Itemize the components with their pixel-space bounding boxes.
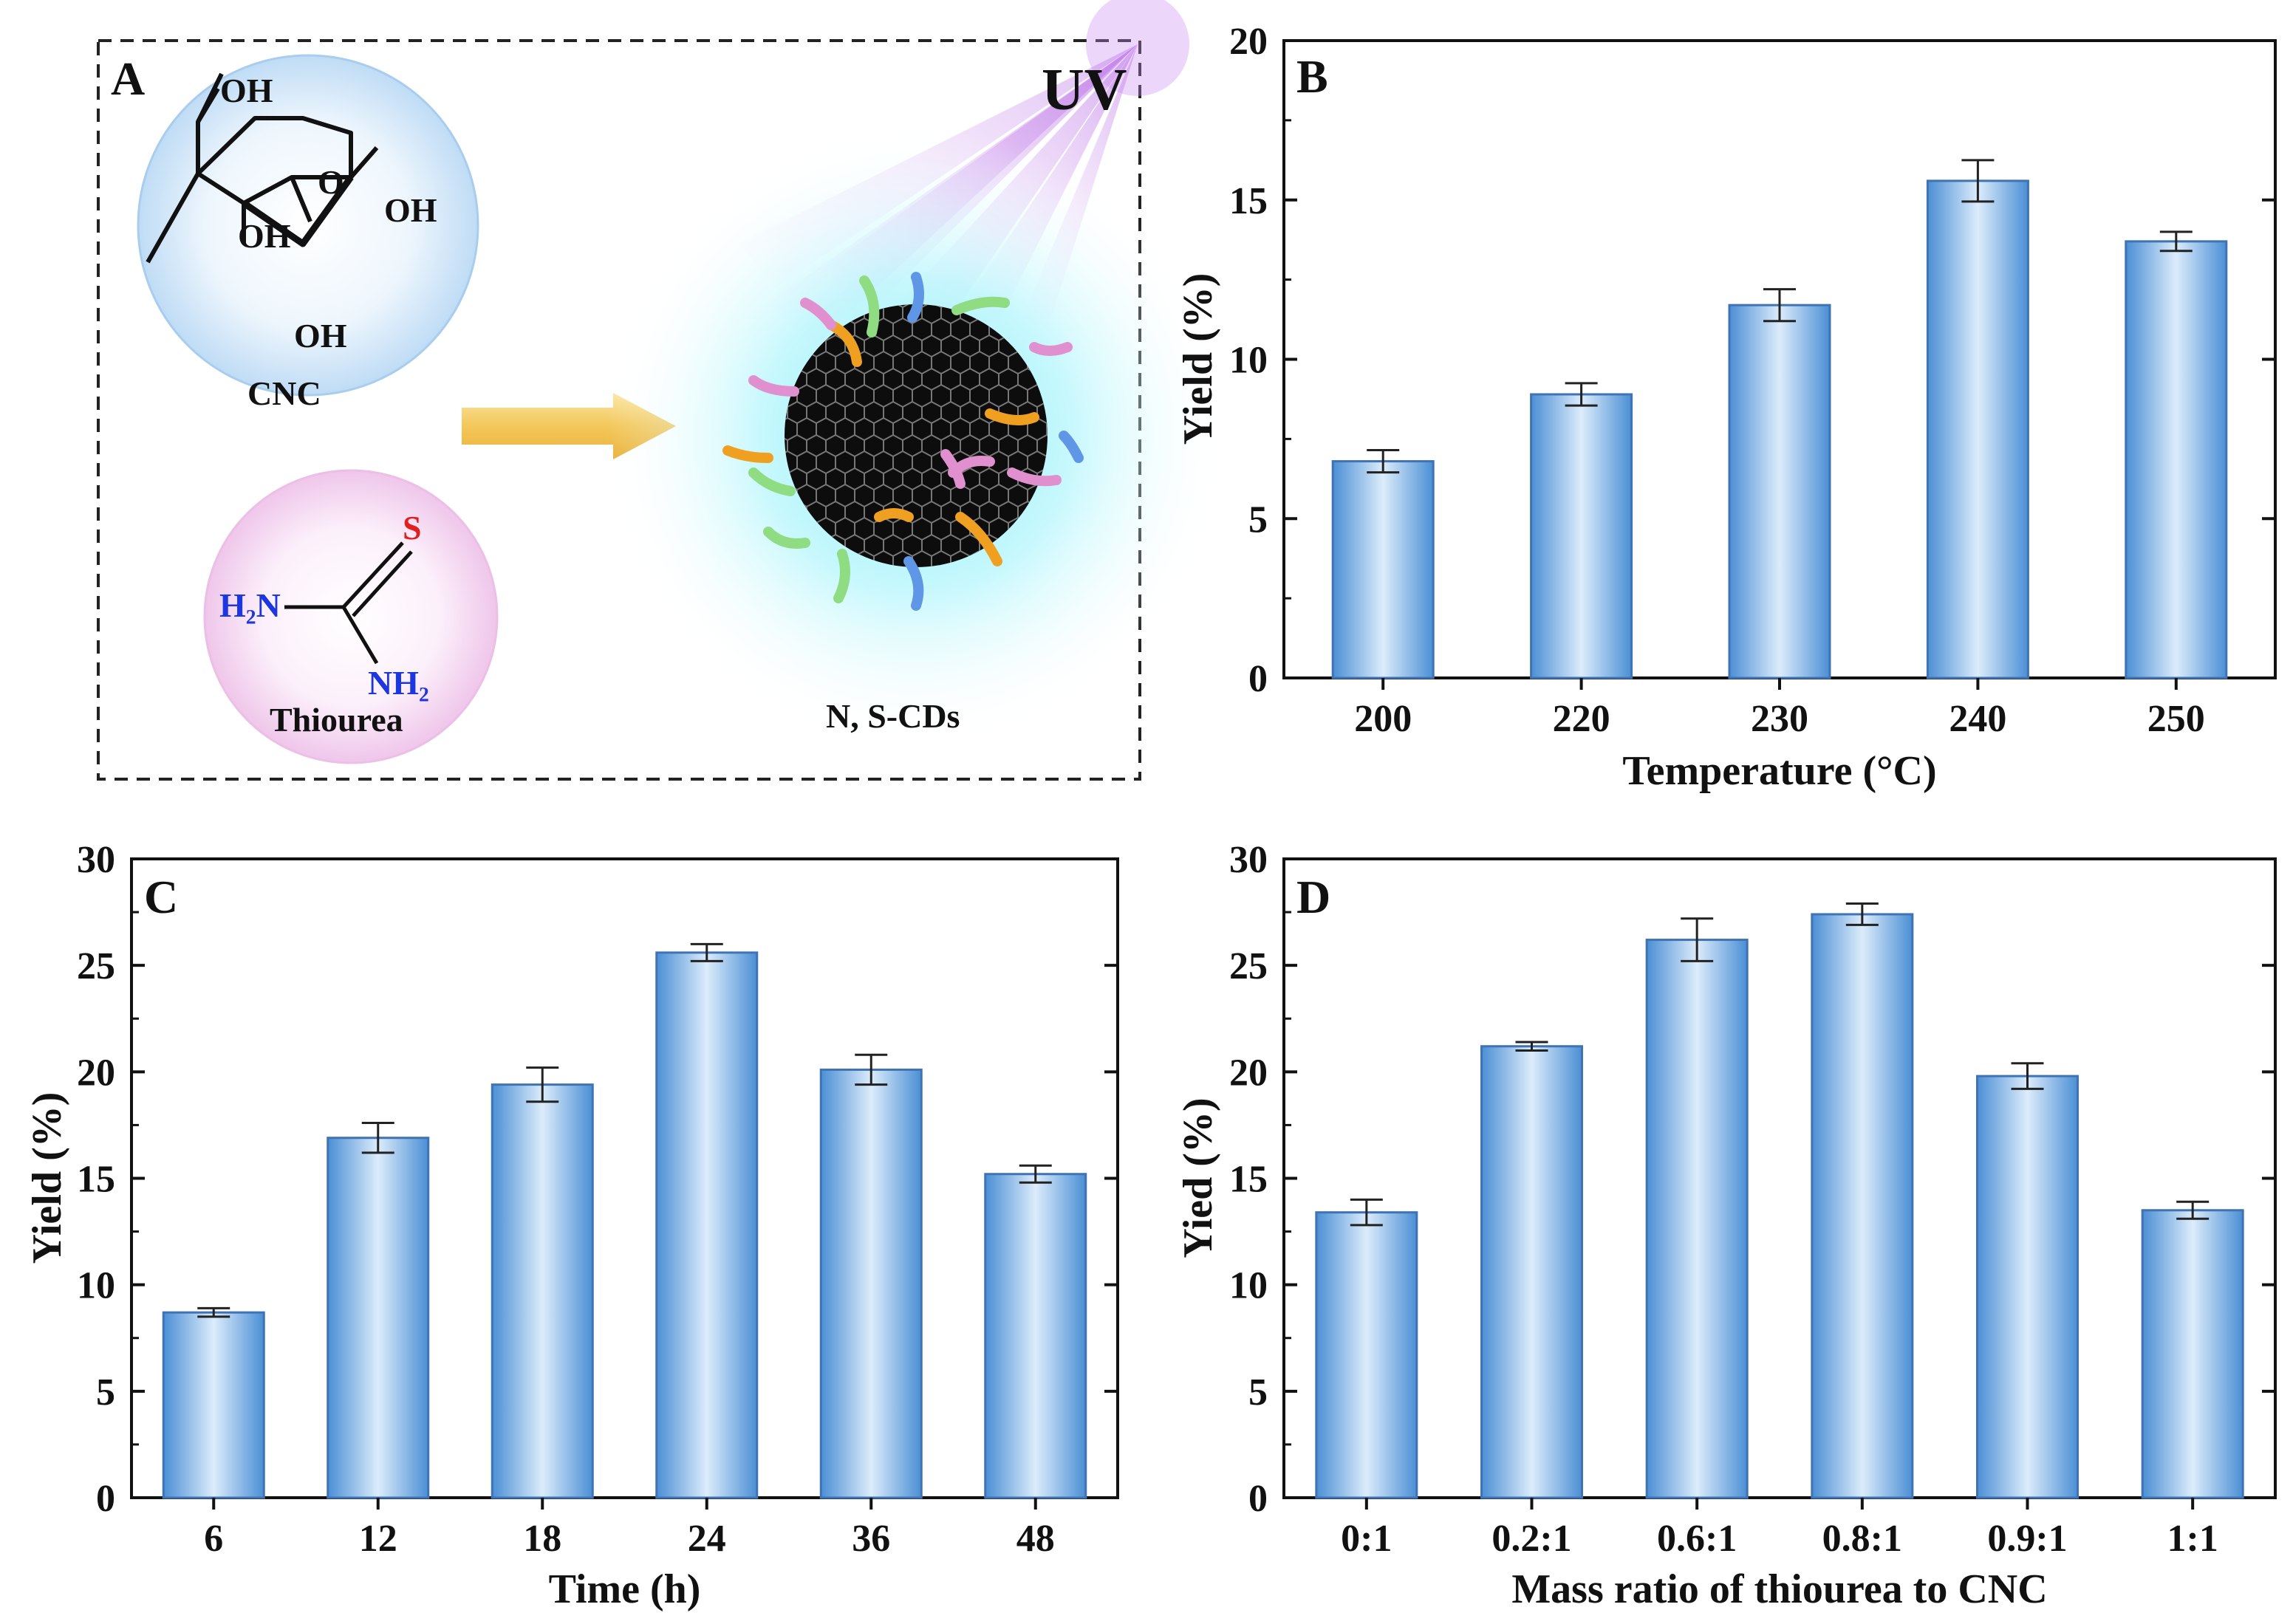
x-tick-label: 0.6:1 bbox=[1657, 1518, 1737, 1560]
x-axis-title: Mass ratio of thiourea to CNC bbox=[1511, 1566, 2047, 1612]
y-tick-label: 10 bbox=[1229, 1265, 1268, 1307]
y-tick-label: 5 bbox=[1248, 498, 1268, 541]
y-tick-label: 5 bbox=[1248, 1371, 1268, 1414]
x-tick-label: 0:1 bbox=[1341, 1518, 1392, 1560]
x-tick-label: 0.2:1 bbox=[1491, 1518, 1571, 1560]
y-tick-label: 10 bbox=[1229, 340, 1268, 382]
panel-a: A UV OH O OH OH OH CNC bbox=[97, 0, 1226, 781]
y-tick-label: 30 bbox=[1229, 839, 1268, 881]
x-tick-label: 6 bbox=[204, 1518, 223, 1560]
bar bbox=[1976, 1075, 2079, 1499]
cnc-oh-bottom: OH bbox=[294, 317, 347, 354]
panel-b-chart: 0 5 10 15 20 200 220 230 240 250 Temperature (°C) Y… bbox=[1175, 21, 2277, 794]
y-tick-label: 20 bbox=[1229, 1052, 1268, 1094]
bar bbox=[1728, 304, 1831, 679]
cnc-oh-top: OH bbox=[220, 72, 273, 109]
thiourea-s: S bbox=[403, 509, 422, 547]
bar bbox=[1480, 1045, 1583, 1499]
bar bbox=[655, 951, 759, 1499]
y-tick-label: 30 bbox=[77, 839, 115, 881]
x-tick-label: 220 bbox=[1553, 698, 1610, 740]
bar bbox=[1331, 460, 1435, 679]
thiourea-molecule-icon bbox=[284, 541, 413, 665]
bar bbox=[327, 1137, 430, 1499]
y-axis-title: Yield (%) bbox=[24, 1092, 70, 1264]
x-tick-label: 0.8:1 bbox=[1822, 1518, 1902, 1560]
panel-letter: D bbox=[1296, 871, 1330, 923]
panel-d-chart: 0 5 10 15 20 25 30 0:1 0.2:1 0.6:1 0.8:1 0.9:1 1:1 Ma… bbox=[1175, 839, 2277, 1612]
y-axis-title: Yied (%) bbox=[1175, 1097, 1221, 1258]
bar bbox=[819, 1068, 923, 1499]
y-tick-label: 25 bbox=[77, 945, 115, 987]
bar bbox=[1811, 913, 1914, 1499]
y-tick-label: 20 bbox=[77, 1052, 115, 1094]
y-tick-label: 20 bbox=[1229, 21, 1268, 63]
y-tick-label: 0 bbox=[96, 1478, 115, 1520]
bar bbox=[491, 1083, 594, 1499]
x-axis-title: Time (h) bbox=[549, 1566, 701, 1612]
product-label: N, S-CDs bbox=[826, 697, 960, 735]
y-axis-title: Yield (%) bbox=[1175, 273, 1221, 445]
y-tick-label: 25 bbox=[1229, 945, 1268, 987]
bar bbox=[1645, 939, 1749, 1499]
x-tick-label: 230 bbox=[1751, 698, 1808, 740]
x-tick-label: 240 bbox=[1949, 698, 2006, 740]
x-tick-label: 250 bbox=[2147, 698, 2205, 740]
cnc-oh-right: OH bbox=[384, 191, 437, 229]
x-tick-label: 48 bbox=[1016, 1518, 1055, 1560]
y-tick-label: 0 bbox=[1248, 658, 1268, 700]
bar bbox=[1315, 1211, 1418, 1499]
bar bbox=[2141, 1209, 2244, 1499]
x-tick-label: 18 bbox=[523, 1518, 561, 1560]
y-tick-label: 15 bbox=[1229, 180, 1268, 222]
carbon-dot-icon bbox=[722, 272, 1084, 611]
thiourea-label: Thiourea bbox=[270, 701, 403, 739]
panel-a-frame bbox=[97, 39, 1141, 781]
uv-label: UV bbox=[1042, 58, 1127, 123]
thiourea-h2n: H₂N bbox=[219, 586, 281, 624]
y-tick-label: 15 bbox=[1229, 1159, 1268, 1201]
y-tick-label: 15 bbox=[77, 1159, 115, 1201]
cnc-oh-mid: OH bbox=[238, 217, 291, 255]
x-axis-title: Temperature (°C) bbox=[1622, 748, 1936, 794]
y-tick-label: 10 bbox=[77, 1265, 115, 1307]
panel-letter: C bbox=[144, 871, 178, 923]
cnc-bubble bbox=[137, 54, 479, 397]
bar bbox=[2125, 240, 2228, 679]
bar bbox=[984, 1173, 1087, 1499]
plot-frame bbox=[130, 857, 1119, 1499]
x-tick-label: 24 bbox=[688, 1518, 726, 1560]
x-tick-label: 0.9:1 bbox=[1987, 1518, 2067, 1560]
bar bbox=[1530, 393, 1633, 679]
x-tick-label: 36 bbox=[852, 1518, 890, 1560]
cnc-molecule-icon bbox=[146, 72, 379, 264]
plot-frame bbox=[1282, 857, 2277, 1499]
x-tick-label: 1:1 bbox=[2167, 1518, 2218, 1560]
panel-letter: B bbox=[1296, 50, 1328, 103]
y-tick-label: 5 bbox=[96, 1371, 115, 1414]
panel-c-chart: 0 5 10 15 20 25 30 6 12 18 24 36 48 Time (h) Yield (%)… bbox=[24, 839, 1119, 1612]
cnc-o-ring: O bbox=[318, 163, 344, 201]
cnc-label: CNC bbox=[247, 374, 321, 412]
x-tick-label: 12 bbox=[359, 1518, 397, 1560]
thiourea-nh2: NH₂ bbox=[368, 664, 429, 702]
bar bbox=[162, 1311, 265, 1499]
y-tick-label: 0 bbox=[1248, 1478, 1268, 1520]
bar bbox=[1926, 179, 2029, 679]
panel-a-letter: A bbox=[111, 52, 145, 105]
x-tick-label: 200 bbox=[1354, 698, 1412, 740]
